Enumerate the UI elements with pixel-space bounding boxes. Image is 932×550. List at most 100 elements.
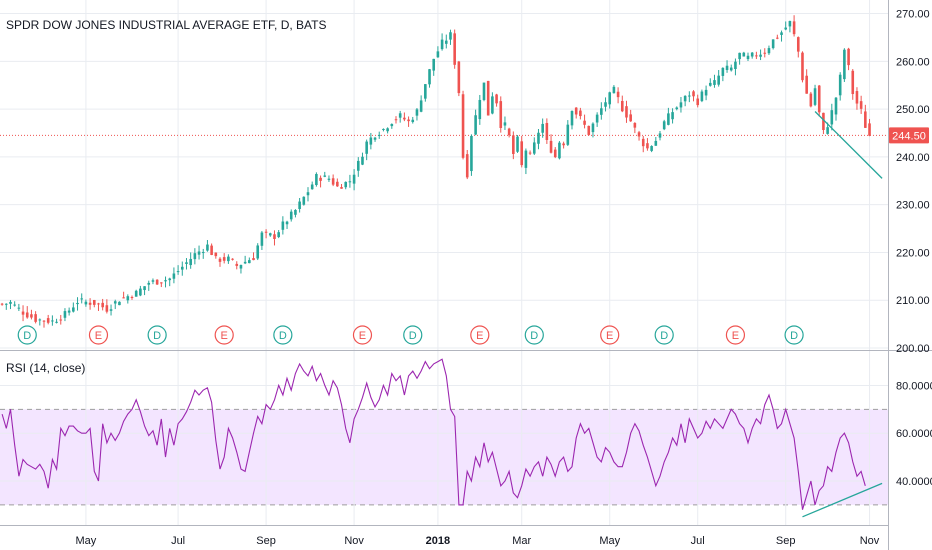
dividend-marker[interactable]: D (524, 325, 544, 345)
candle-body (537, 132, 540, 144)
marker-circle (470, 325, 490, 345)
candle-body (76, 302, 79, 305)
rsi-tick-label: 80.0000 (896, 380, 932, 392)
candle-body (679, 102, 683, 108)
candle-body (708, 82, 712, 86)
time-tick-label: Mar (512, 535, 531, 547)
candle-body (118, 301, 121, 306)
dividend-marker[interactable]: D (17, 325, 37, 345)
candle-body (227, 256, 230, 262)
candle-body (268, 233, 272, 236)
price-trendline[interactable] (814, 111, 883, 179)
candle-body (750, 52, 754, 57)
candle-body (424, 84, 427, 99)
candle-body (541, 123, 544, 133)
candle-body (298, 201, 301, 210)
time-axis[interactable]: May Jul Sep Nov 2018 Mar May Jul Sep Nov (76, 535, 880, 547)
candle-body (625, 106, 628, 118)
candle-body (725, 65, 729, 71)
candle-body (294, 209, 297, 215)
candle-body (583, 120, 586, 125)
candle-body (30, 314, 33, 318)
earnings-marker[interactable]: E (352, 325, 373, 345)
price-axis[interactable]: 200.00 210.00 220.00 230.00 240.00 250.00 260.… (896, 9, 930, 355)
candle-body (562, 143, 565, 146)
marker-label: D (409, 330, 417, 342)
dividend-marker[interactable]: D (784, 325, 804, 345)
candle-body (273, 234, 276, 239)
candle-body (189, 258, 192, 266)
candle-body (637, 132, 641, 137)
candle-body (193, 253, 197, 260)
candle-body (662, 121, 666, 130)
candle-body (771, 39, 775, 49)
x-grid (85, 0, 871, 525)
earnings-marker[interactable]: E (214, 325, 234, 345)
rsi-band-fill (0, 409, 888, 505)
candle-body (457, 61, 461, 94)
price-tick-label: 250.00 (896, 104, 930, 116)
candle-body (394, 119, 398, 121)
candle-body (671, 112, 674, 120)
marker-label: D (660, 330, 668, 342)
candle-body (13, 304, 16, 306)
candle-body (843, 49, 846, 80)
candle-body (855, 91, 859, 104)
candle-body (579, 110, 582, 117)
price-trendline-segment[interactable] (814, 111, 883, 179)
time-tick-label: Jul (691, 535, 705, 547)
candle-body (365, 141, 368, 154)
rsi-polyline[interactable] (1, 358, 866, 510)
candle-body (172, 273, 176, 279)
candle-body (55, 321, 58, 323)
candle-body (692, 91, 695, 97)
candle-body (633, 123, 637, 128)
candle-body (822, 112, 825, 130)
candle-body (352, 174, 356, 184)
candle-body (650, 146, 653, 151)
candle-body (620, 100, 624, 112)
earnings-marker[interactable]: E (600, 325, 620, 345)
earnings-marker[interactable]: E (470, 325, 490, 345)
earnings-marker[interactable]: E (725, 325, 746, 345)
candle-body (373, 137, 377, 140)
rsi-axis[interactable]: 40.0000 60.0000 80.0000 (896, 380, 932, 488)
dividend-marker[interactable]: D (273, 325, 293, 345)
candle-body (440, 39, 444, 50)
candle-body (449, 32, 452, 40)
time-tick-label: Sep (776, 535, 796, 547)
candle-body (717, 75, 720, 85)
candle-body (570, 110, 574, 126)
earnings-marker[interactable]: E (88, 325, 109, 345)
dividend-marker[interactable]: D (147, 325, 167, 345)
candle-body (805, 75, 808, 94)
candlestick-series[interactable] (0, 15, 871, 328)
candle-body (25, 312, 29, 318)
candle-body (218, 258, 222, 262)
candle-body (847, 48, 850, 66)
candle-body (348, 181, 352, 183)
candle-body (411, 119, 415, 123)
candle-body (503, 122, 507, 126)
candle-body (252, 258, 255, 261)
rsi-trendline[interactable] (802, 482, 883, 518)
dividend-marker[interactable]: D (654, 325, 674, 345)
candle-body (143, 286, 146, 291)
candle-body (126, 296, 130, 301)
candle-body (486, 80, 490, 116)
marker-label: E (359, 330, 366, 342)
candle-body (386, 128, 389, 132)
candle-body (277, 232, 280, 238)
rsi-trendline-segment[interactable] (802, 482, 883, 518)
time-tick-label: Jul (171, 535, 185, 547)
dividend-marker[interactable]: D (403, 325, 423, 345)
candle-body (574, 107, 578, 115)
time-tick-label: Nov (860, 535, 880, 547)
candle-body (168, 278, 172, 281)
candle-body (0, 303, 4, 305)
candle-body (759, 54, 762, 57)
rsi-series[interactable] (1, 358, 866, 510)
candle-body (612, 86, 616, 94)
